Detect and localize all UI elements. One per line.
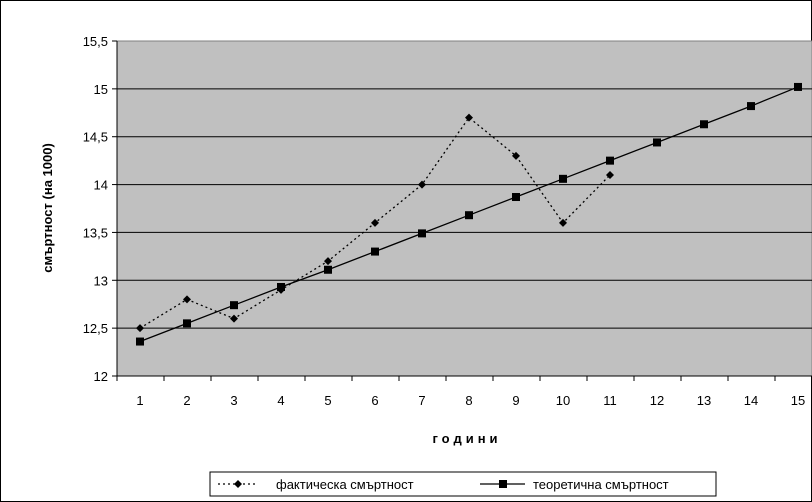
x-tick-label: 1 — [136, 393, 143, 408]
data-point-diamond — [371, 218, 379, 227]
legend-item-theoretical: теоретична смъртност — [480, 477, 669, 492]
y-axis-title: смъртност (на 1000) — [40, 143, 55, 273]
data-point-diamond — [606, 171, 614, 179]
data-point-square — [183, 319, 191, 328]
x-tick-label: 13 — [697, 393, 711, 408]
x-tick-label: 7 — [418, 393, 425, 408]
x-tick-label: 10 — [556, 393, 570, 408]
x-tick-label: 6 — [371, 393, 378, 408]
data-point-square — [747, 102, 755, 111]
y-tick-label: 13,5 — [83, 225, 108, 240]
gridlines — [117, 88, 812, 329]
legend-label-theoretical: теоретична смъртност — [533, 477, 669, 492]
x-tick-label: 14 — [744, 393, 758, 408]
legend-item-actual: фактическа смъртност — [218, 477, 414, 492]
data-point-square — [465, 211, 473, 220]
x-tick-label: 2 — [183, 393, 190, 408]
data-point-diamond — [559, 218, 567, 227]
data-point-square — [371, 247, 379, 256]
data-point-square — [324, 265, 332, 274]
data-point-square — [512, 193, 520, 202]
y-tick-label: 15,5 — [83, 34, 108, 49]
legend-marker-diamond — [234, 480, 242, 488]
x-tick-label: 15 — [791, 393, 805, 408]
y-tick-label: 15 — [94, 82, 108, 97]
series-layer — [136, 82, 802, 346]
data-point-square — [418, 229, 426, 238]
data-point-diamond — [324, 257, 332, 266]
y-axis: 12 12,5 13 13,5 14 14,5 15 15,5 — [83, 34, 118, 384]
x-tick-label: 3 — [230, 393, 237, 408]
data-point-diamond — [465, 113, 473, 122]
x-tick-label: 11 — [603, 393, 617, 408]
x-axis: 1 2 3 4 5 6 7 8 9 10 11 12 13 14 15 — [116, 375, 812, 408]
y-tick-label: 12 — [94, 369, 108, 384]
x-tick-label: 12 — [650, 393, 664, 408]
data-point-square — [136, 337, 144, 346]
y-tick-label: 14 — [94, 178, 108, 193]
data-point-square — [700, 120, 708, 129]
x-axis-title: години — [432, 431, 501, 446]
data-point-diamond — [230, 314, 238, 323]
data-point-square — [230, 301, 238, 310]
data-point-square — [277, 282, 285, 291]
plot-area — [116, 40, 812, 377]
x-tick-label: 9 — [512, 393, 519, 408]
data-point-diamond — [183, 295, 191, 304]
legend-marker-square — [499, 480, 507, 488]
legend-label-actual: фактическа смъртност — [276, 477, 414, 492]
data-point-diamond — [136, 324, 144, 333]
data-point-diamond — [418, 180, 426, 189]
data-point-square — [653, 138, 661, 147]
data-point-square — [606, 156, 614, 165]
y-tick-label: 14,5 — [83, 130, 108, 145]
y-tick-label: 12,5 — [83, 321, 108, 336]
x-tick-label: 8 — [465, 393, 472, 408]
data-point-square — [794, 82, 802, 91]
y-tick-label: 13 — [94, 273, 108, 288]
data-point-diamond — [512, 151, 520, 160]
legend: фактическа смъртност теоретична смъртнос… — [209, 471, 717, 497]
x-tick-label: 5 — [324, 393, 331, 408]
x-tick-label: 4 — [277, 393, 284, 408]
legend-box — [209, 471, 717, 497]
data-point-square — [559, 174, 567, 183]
